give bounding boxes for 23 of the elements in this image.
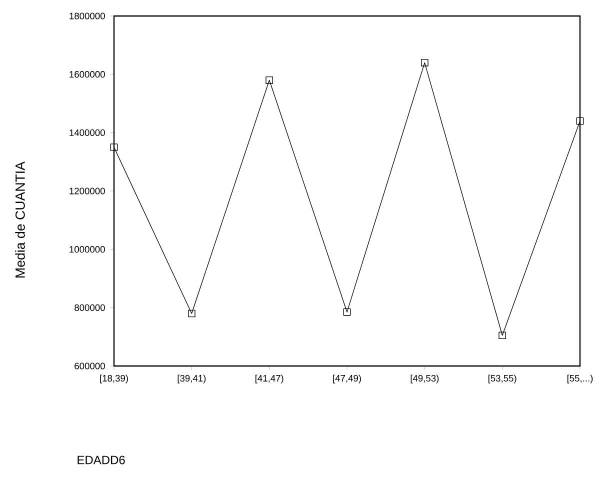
y-tick-label: 1000000 xyxy=(70,246,105,253)
x-tick-label: [49,53) xyxy=(410,374,439,384)
y-tick-label: 1400000 xyxy=(70,129,105,136)
point xyxy=(576,117,584,125)
x-tick-label: [47,49) xyxy=(333,374,361,384)
x-tick-label: [18,39) xyxy=(100,374,128,384)
point xyxy=(343,308,351,316)
point xyxy=(421,58,428,66)
point xyxy=(498,332,506,340)
x-tick-label: [41,47) xyxy=(255,374,284,384)
x-tick-label: [39,41) xyxy=(178,374,206,384)
y-tick-label: 1200000 xyxy=(70,188,105,194)
x-tick-label: [53,55) xyxy=(488,374,516,384)
x-tick-label: [55,...) xyxy=(567,374,593,384)
y-tick-label: 1600000 xyxy=(70,71,105,78)
point xyxy=(110,144,118,151)
y-axis-title: Media de CUANTIA xyxy=(15,162,25,278)
text: EDADD6 xyxy=(78,456,125,464)
y-tick-label: 1800000 xyxy=(70,12,105,20)
point xyxy=(188,310,196,318)
point xyxy=(266,76,273,84)
y-tick-label: 600000 xyxy=(74,362,105,370)
y-tick-label: 800000 xyxy=(74,304,105,311)
